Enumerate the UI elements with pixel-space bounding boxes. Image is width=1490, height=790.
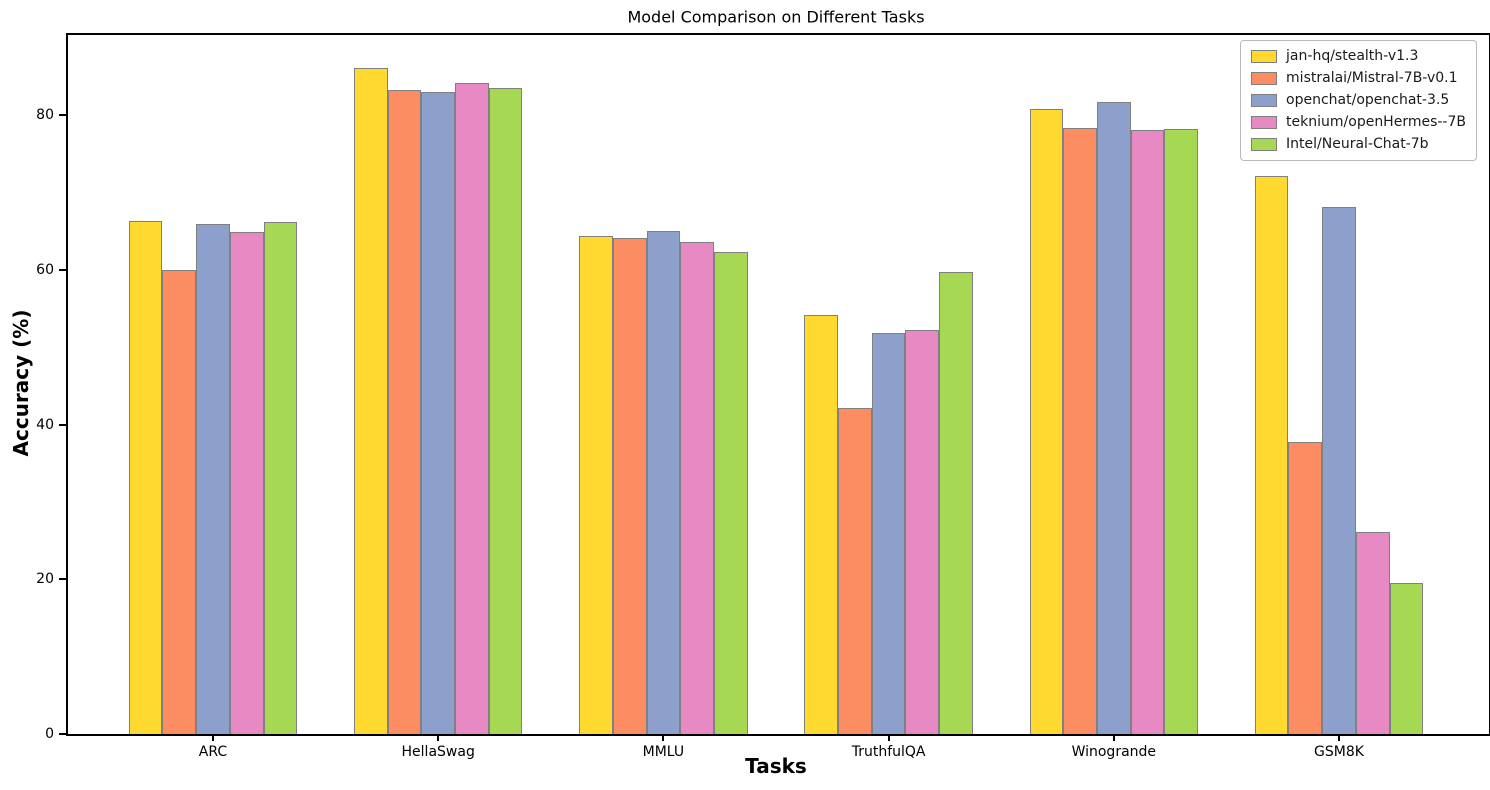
- bar-HellaSwag-jan-hq/stealth-v1.3: [353, 68, 388, 734]
- bar-Winogrande-Intel/Neural-Chat-7b: [1164, 129, 1199, 734]
- legend-swatch-icon: [1251, 138, 1278, 151]
- bar-TruthfulQA-teknium/openHermes--7B: [905, 330, 940, 734]
- y-tick-mark: [59, 423, 66, 426]
- bar-ARC-teknium/openHermes--7B: [229, 232, 264, 734]
- bar-GSM8K-jan-hq/stealth-v1.3: [1254, 175, 1289, 734]
- legend: jan-hq/stealth-v1.3 mistralai/Mistral-7B-…: [1240, 40, 1477, 161]
- bar-Winogrande-jan-hq/stealth-v1.3: [1029, 109, 1064, 734]
- bar-HellaSwag-mistralai/Mistral-7B-v0.1: [387, 89, 422, 734]
- bar-ARC-jan-hq/stealth-v1.3: [128, 220, 163, 734]
- x-tick-label-HellaSwag: HellaSwag: [401, 744, 475, 760]
- bar-HellaSwag-openchat/openchat-3.5: [421, 92, 456, 734]
- bar-TruthfulQA-jan-hq/stealth-v1.3: [804, 314, 839, 734]
- legend-label: jan-hq/stealth-v1.3: [1286, 48, 1419, 64]
- bar-GSM8K-mistralai/Mistral-7B-v0.1: [1288, 441, 1323, 734]
- legend-swatch-icon: [1251, 50, 1278, 63]
- bar-TruthfulQA-Intel/Neural-Chat-7b: [939, 272, 973, 734]
- legend-swatch-icon: [1251, 72, 1278, 85]
- x-tick-mark: [1338, 734, 1340, 741]
- bar-Winogrande-mistralai/Mistral-7B-v0.1: [1063, 127, 1097, 734]
- bar-MMLU-Intel/Neural-Chat-7b: [713, 251, 748, 734]
- legend-item: openchat/openchat-3.5: [1251, 92, 1466, 109]
- bar-GSM8K-openchat/openchat-3.5: [1322, 206, 1356, 734]
- bar-Winogrande-openchat/openchat-3.5: [1096, 101, 1131, 734]
- bar-TruthfulQA-mistralai/Mistral-7B-v0.1: [838, 407, 872, 734]
- bar-MMLU-openchat/openchat-3.5: [646, 231, 681, 734]
- bar-ARC-mistralai/Mistral-7B-v0.1: [162, 270, 197, 734]
- bar-TruthfulQA-openchat/openchat-3.5: [871, 332, 906, 734]
- legend-label: mistralai/Mistral-7B-v0.1: [1286, 70, 1458, 86]
- y-tick-mark: [59, 578, 66, 581]
- bar-ARC-openchat/openchat-3.5: [196, 223, 230, 734]
- bar-GSM8K-Intel/Neural-Chat-7b: [1389, 583, 1424, 734]
- x-tick-label-Winogrande: Winogrande: [1071, 744, 1157, 760]
- y-tick-mark: [59, 733, 66, 735]
- x-tick-mark: [437, 734, 440, 741]
- bar-Winogrande-teknium/openHermes--7B: [1130, 130, 1165, 734]
- chart-title: Model Comparison on Different Tasks: [627, 7, 925, 27]
- legend-item: mistralai/Mistral-7B-v0.1: [1251, 70, 1466, 87]
- y-tick-label: 0: [45, 726, 54, 742]
- x-tick-mark: [212, 734, 214, 741]
- x-tick-mark: [662, 734, 665, 741]
- y-tick-label: 40: [36, 416, 54, 433]
- bar-GSM8K-teknium/openHermes--7B: [1355, 532, 1390, 734]
- bar-MMLU-mistralai/Mistral-7B-v0.1: [612, 237, 647, 734]
- x-tick-mark: [1112, 734, 1115, 741]
- y-axis-label: Accuracy (%): [9, 309, 33, 457]
- legend-label: openchat/openchat-3.5: [1286, 92, 1450, 108]
- bar-HellaSwag-Intel/Neural-Chat-7b: [488, 87, 523, 734]
- x-tick-label-MMLU: MMLU: [642, 744, 685, 760]
- legend-label: teknium/openHermes--7B: [1286, 114, 1466, 130]
- y-tick-label: 20: [36, 571, 54, 588]
- x-tick-label-ARC: ARC: [198, 744, 228, 760]
- bar-MMLU-jan-hq/stealth-v1.3: [579, 236, 613, 734]
- bar-HellaSwag-teknium/openHermes--7B: [455, 82, 489, 734]
- plot-area: 0 20 40 60 80 ARC HellaSwag MMLU TruthfulQA Wino…: [36, 33, 1490, 760]
- legend-item: jan-hq/stealth-v1.3: [1251, 48, 1466, 65]
- x-tick-mark: [887, 734, 890, 741]
- legend-item: teknium/openHermes--7B: [1251, 114, 1466, 131]
- y-tick-label: 80: [36, 107, 54, 124]
- legend-item: Intel/Neural-Chat-7b: [1251, 136, 1466, 153]
- y-tick-mark: [59, 114, 66, 117]
- bar-ARC-Intel/Neural-Chat-7b: [263, 222, 298, 734]
- x-tick-label-GSM8K: GSM8K: [1314, 744, 1364, 760]
- legend-swatch-icon: [1251, 116, 1278, 129]
- bar-MMLU-teknium/openHermes--7B: [680, 242, 714, 734]
- x-tick-label-TruthfulQA: TruthfulQA: [851, 744, 926, 760]
- y-tick-mark: [59, 269, 66, 272]
- x-axis-label: Tasks: [745, 754, 807, 778]
- y-tick-label: 60: [36, 262, 54, 279]
- legend-label: Intel/Neural-Chat-7b: [1286, 136, 1429, 152]
- legend-swatch-icon: [1251, 94, 1278, 107]
